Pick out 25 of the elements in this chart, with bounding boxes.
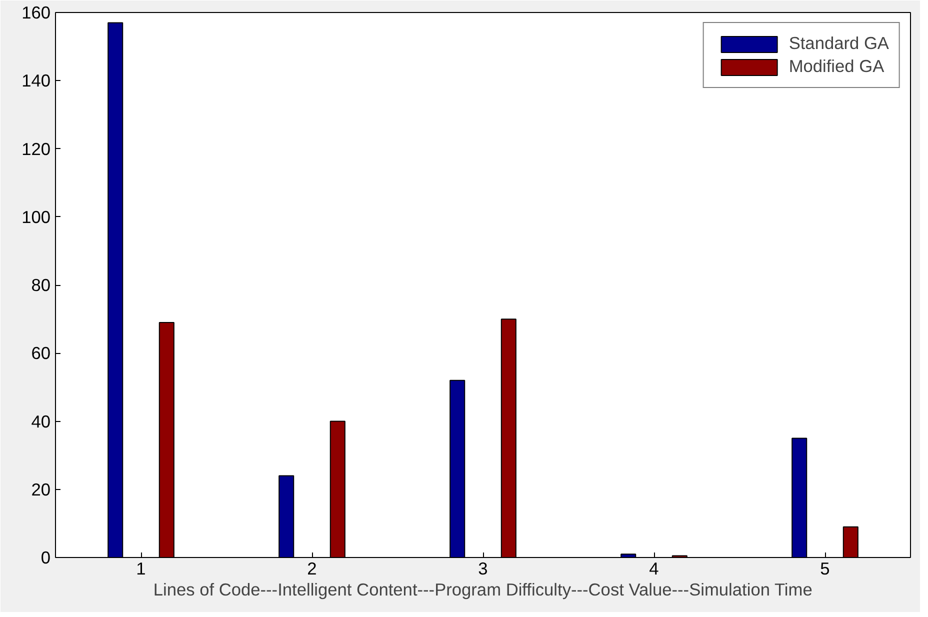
y-tick-label: 0 bbox=[40, 548, 51, 568]
y-tick-label: 120 bbox=[22, 138, 51, 159]
y-tick-label: 140 bbox=[22, 70, 51, 91]
bar bbox=[450, 380, 466, 558]
x-tick-label: 1 bbox=[136, 558, 146, 578]
bar bbox=[792, 438, 808, 558]
legend-label: Modified GA bbox=[788, 56, 884, 77]
x-tick-label: 3 bbox=[478, 558, 488, 578]
y-tick-label: 160 bbox=[22, 2, 51, 22]
bar bbox=[158, 322, 174, 558]
x-axis-title: Lines of Code---Intelligent Content---Program Difficulty---Cost Value---Simulation Time bbox=[153, 580, 812, 600]
bar bbox=[500, 318, 516, 558]
bar bbox=[842, 526, 858, 558]
legend-label: Standard GA bbox=[788, 33, 889, 54]
x-tick-label: 5 bbox=[820, 558, 830, 578]
y-tick-label: 100 bbox=[22, 206, 51, 227]
y-tick-label: 40 bbox=[31, 411, 51, 432]
x-tick-label: 4 bbox=[649, 558, 660, 578]
bar bbox=[108, 22, 124, 558]
x-tick-label: 2 bbox=[307, 558, 317, 578]
bar bbox=[330, 420, 346, 558]
y-tick-label: 60 bbox=[31, 343, 51, 364]
y-tick-label: 80 bbox=[31, 275, 51, 295]
y-tick-label: 20 bbox=[31, 479, 51, 500]
bar bbox=[278, 475, 294, 558]
